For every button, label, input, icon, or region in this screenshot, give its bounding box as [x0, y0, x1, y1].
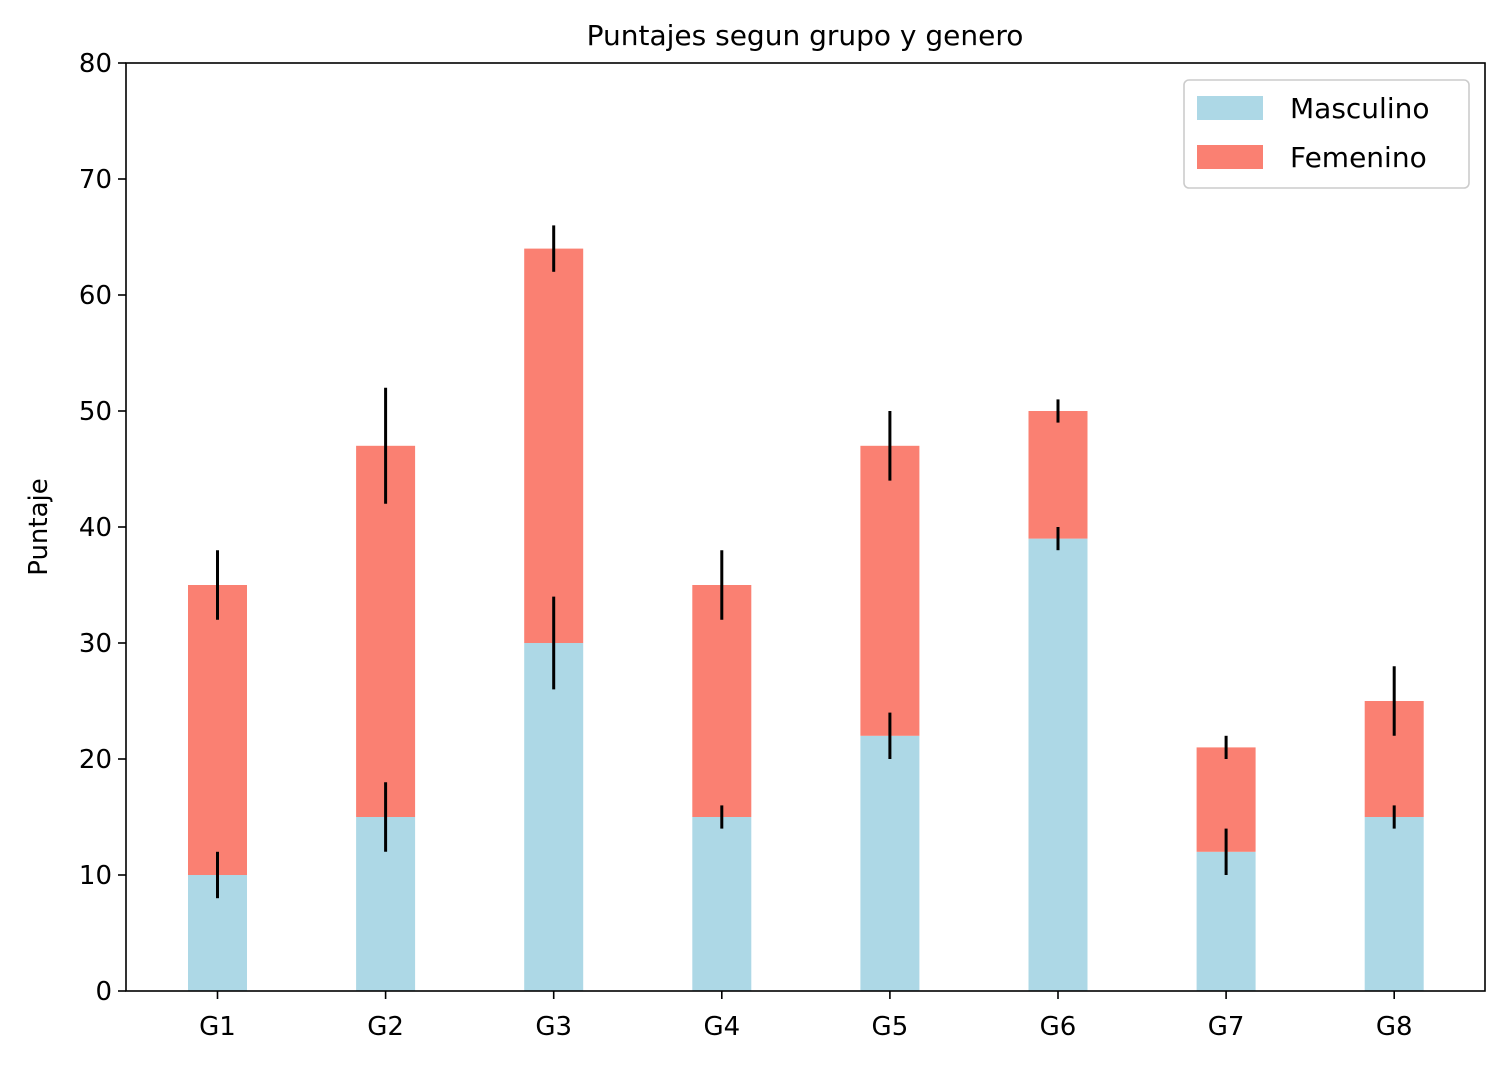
- y-tick-label-80: 80: [79, 49, 112, 79]
- bar-g3-masculino: [524, 643, 584, 991]
- bar-g3-femenino: [524, 248, 584, 643]
- bar-g6-masculino: [1028, 538, 1088, 991]
- y-tick-label-20: 20: [79, 745, 112, 775]
- y-tick-label-50: 50: [79, 397, 112, 427]
- x-tick-label-g5: G5: [872, 1012, 909, 1042]
- bars-layer: [188, 248, 1424, 991]
- bar-g1-femenino: [188, 585, 247, 875]
- chart-title: Puntajes segun grupo y genero: [587, 19, 1024, 52]
- legend-swatch-femenino: [1197, 145, 1263, 169]
- y-axis: 0 10 20 30 40 50 60 70 80: [79, 49, 126, 1007]
- x-tick-label-g6: G6: [1040, 1012, 1077, 1042]
- y-tick-label-70: 70: [79, 165, 112, 195]
- x-tick-label-g3: G3: [535, 1012, 572, 1042]
- y-tick-label-40: 40: [79, 513, 112, 543]
- bar-g6-femenino: [1028, 411, 1088, 539]
- legend: Masculino Femenino: [1183, 79, 1470, 189]
- y-tick-label-30: 30: [79, 629, 112, 659]
- bar-g8-masculino: [1364, 817, 1424, 991]
- x-tick-label-g2: G2: [367, 1012, 404, 1042]
- y-tick-label-60: 60: [79, 281, 112, 311]
- y-tick-label-10: 10: [79, 861, 112, 891]
- plot-area-frame: [125, 62, 1486, 992]
- x-tick-label-g8: G8: [1376, 1012, 1413, 1042]
- bar-g4-femenino: [692, 585, 752, 817]
- bar-g5-femenino: [860, 445, 920, 736]
- error-bars-layer: [216, 225, 1396, 899]
- bar-g2-femenino: [356, 445, 416, 817]
- x-tick-label-g1: G1: [199, 1012, 236, 1042]
- bar-g4-masculino: [692, 817, 752, 991]
- x-tick-label-g7: G7: [1208, 1012, 1245, 1042]
- legend-label-masculino: Masculino: [1290, 92, 1429, 125]
- legend-swatch-masculino: [1197, 96, 1263, 120]
- y-tick-label-0: 0: [95, 977, 112, 1007]
- bar-g5-masculino: [860, 735, 920, 991]
- x-tick-label-g4: G4: [703, 1012, 740, 1042]
- legend-label-femenino: Femenino: [1290, 141, 1427, 174]
- x-axis: G1 G2 G3 G4 G5 G6 G7 G8: [199, 991, 1413, 1042]
- y-axis-title: Puntaje: [24, 478, 54, 576]
